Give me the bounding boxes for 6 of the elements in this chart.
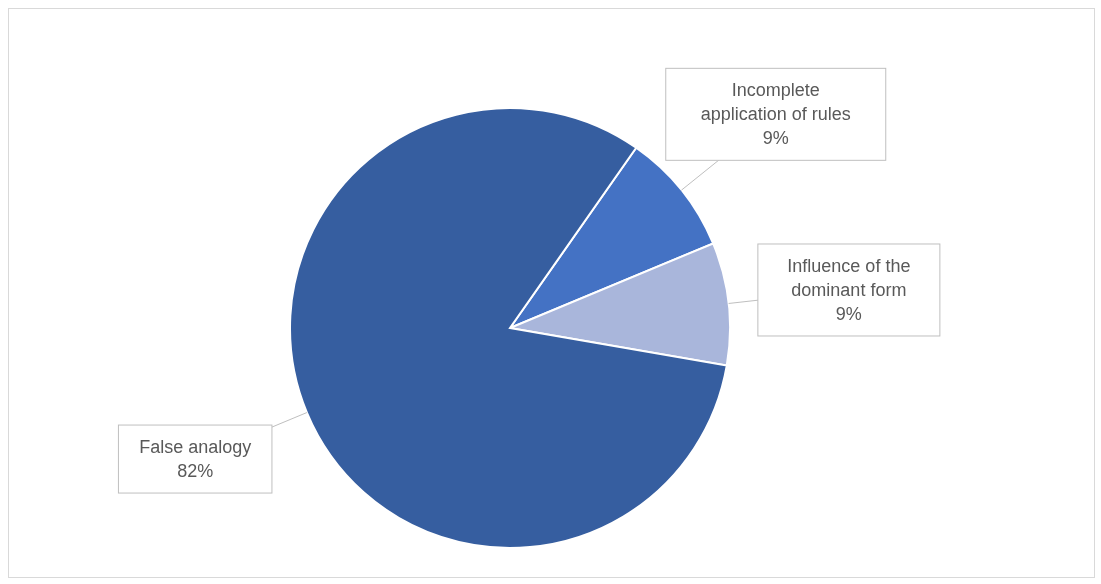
slice-label: Incomplete application of rules (700, 80, 851, 125)
slice-label: Influence of the dominant form (787, 255, 911, 300)
data-label: 9% (835, 303, 862, 324)
data-label: 82% (177, 461, 214, 482)
slice-label: False analogy (139, 437, 252, 458)
data-label: 9% (762, 128, 789, 149)
